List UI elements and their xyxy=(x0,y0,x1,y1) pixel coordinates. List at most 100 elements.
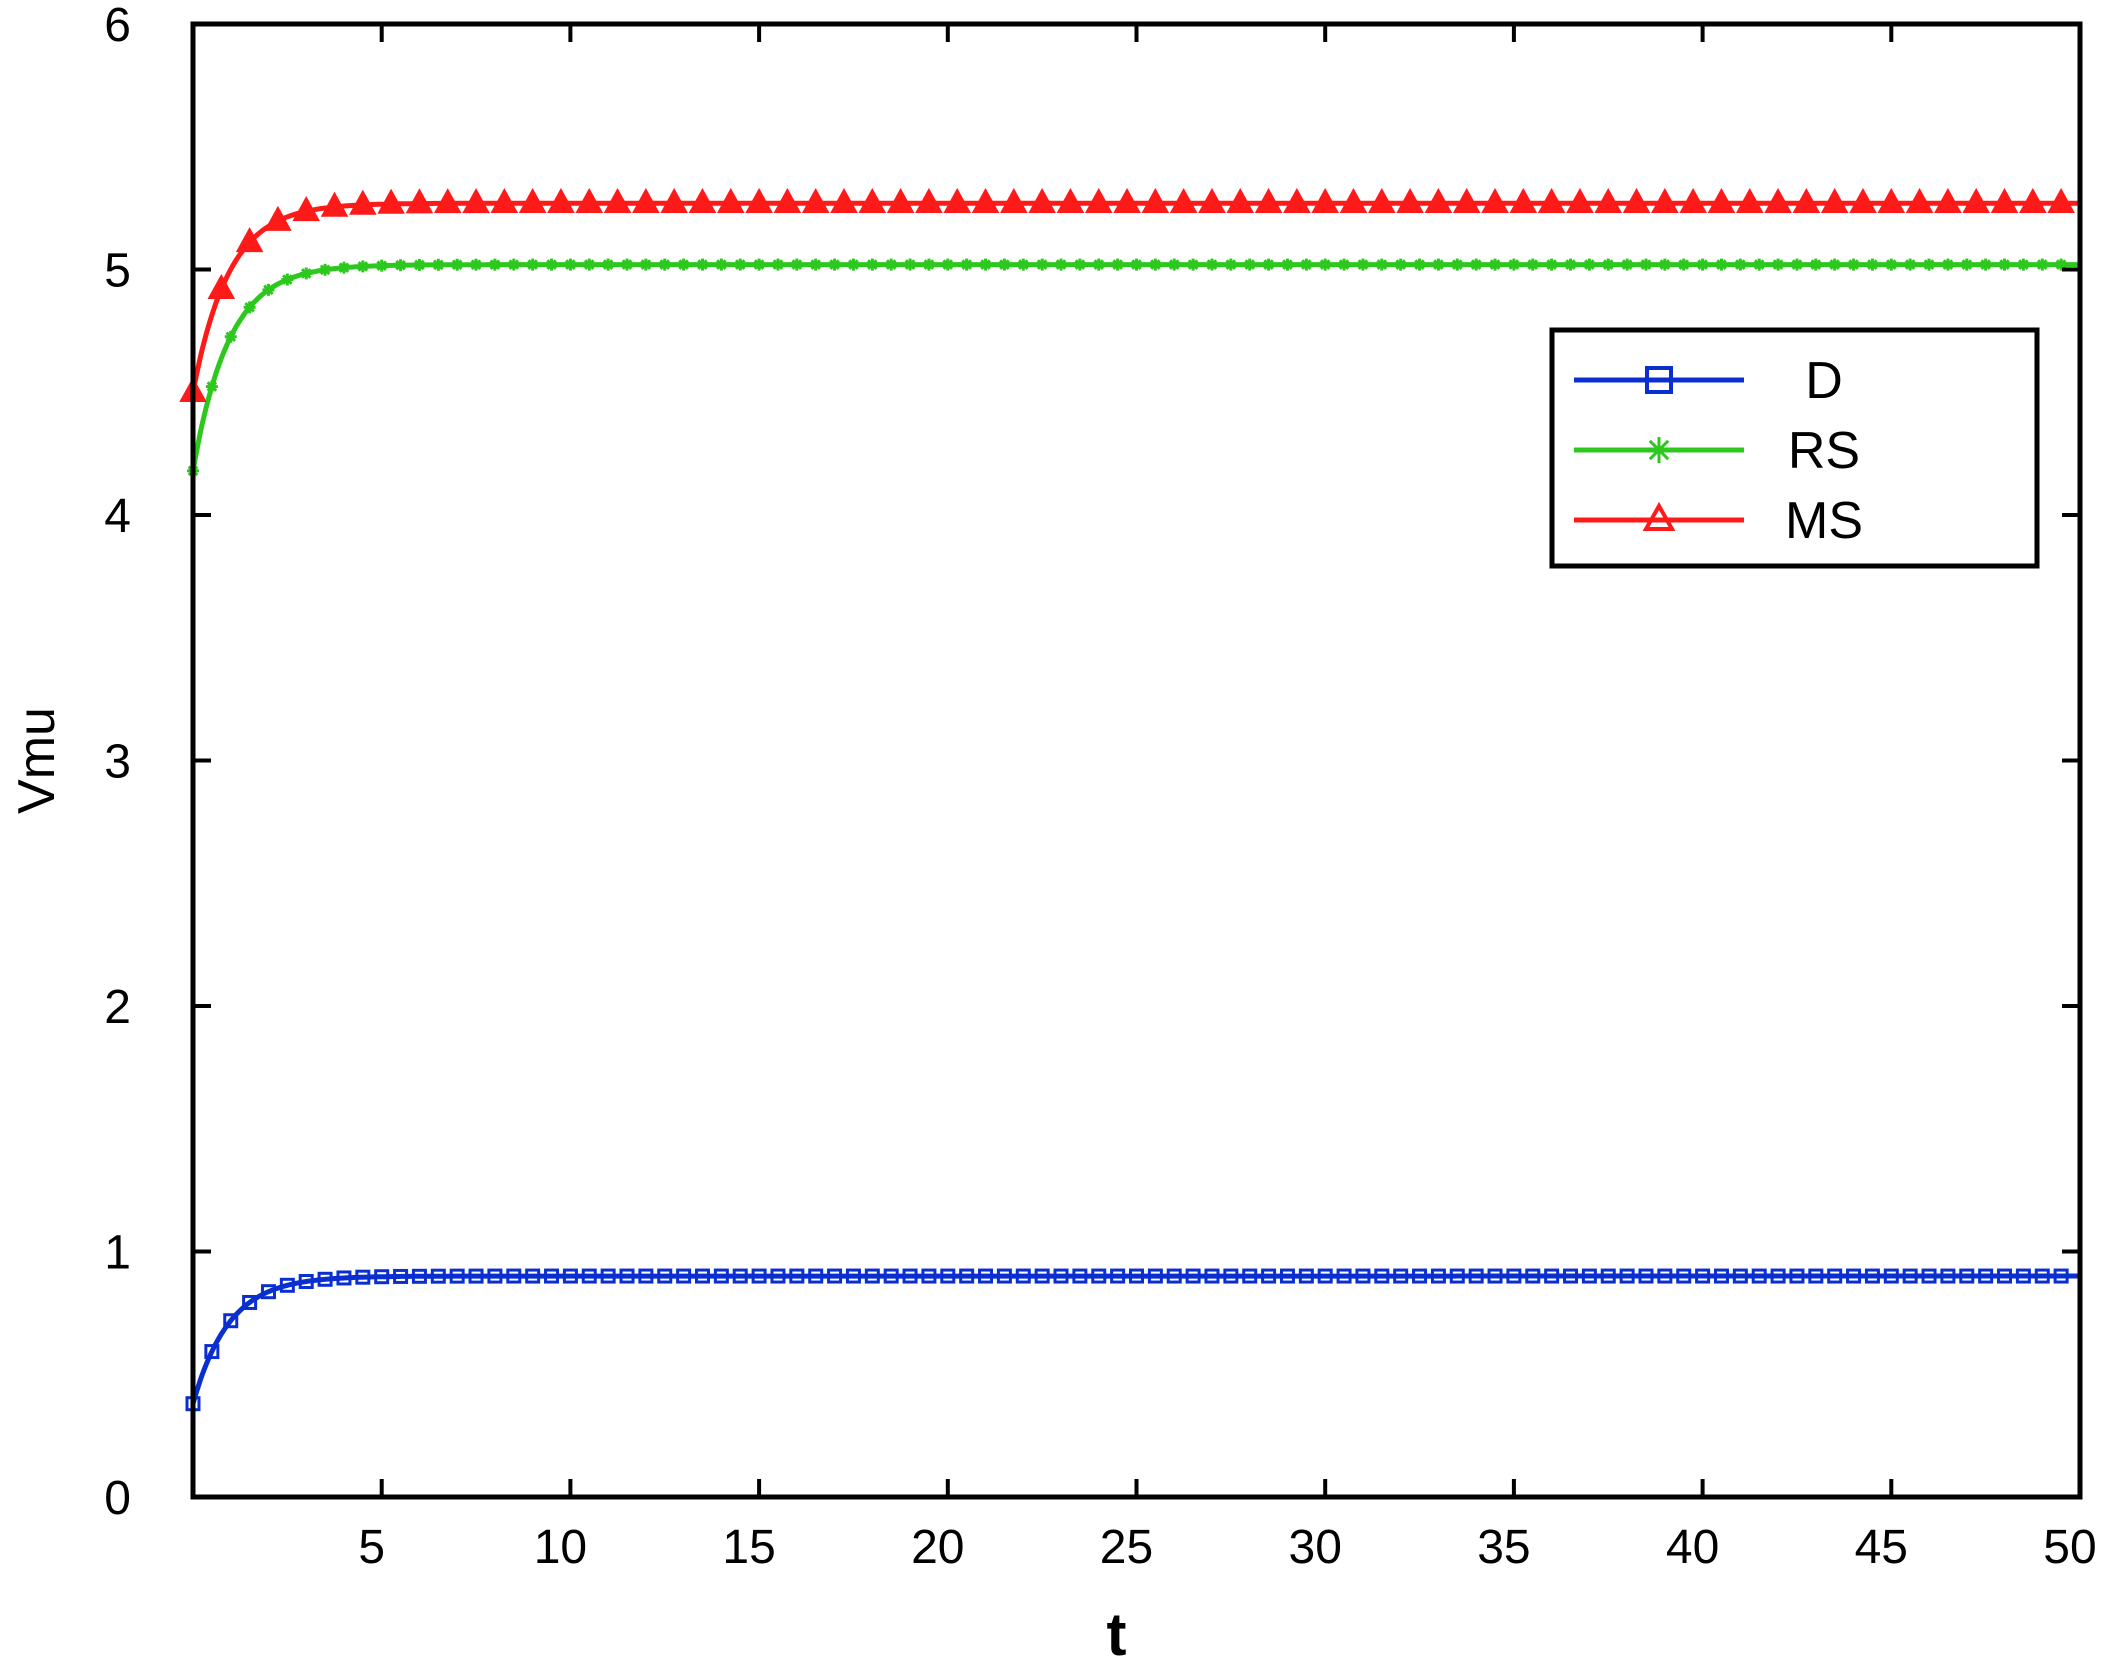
series-marker xyxy=(375,259,388,272)
series-marker xyxy=(581,1268,597,1284)
series-marker xyxy=(547,187,575,214)
marker-stroke xyxy=(1640,259,1652,270)
series-marker xyxy=(1622,187,1651,214)
series-marker xyxy=(1962,187,1991,214)
series-marker xyxy=(827,1268,843,1284)
marker-stroke xyxy=(678,259,689,270)
series-marker xyxy=(1319,258,1332,271)
series-marker xyxy=(1394,258,1407,271)
y-tick-label: 1 xyxy=(104,1227,131,1280)
series-marker xyxy=(677,258,690,271)
x-tick-label: 20 xyxy=(911,1521,964,1574)
series-marker xyxy=(713,1268,729,1284)
series-marker xyxy=(1368,187,1396,214)
marker-stroke xyxy=(602,259,614,270)
series-marker xyxy=(979,258,992,271)
series-marker xyxy=(1412,1268,1428,1284)
series-marker xyxy=(2017,258,2030,271)
series-marker xyxy=(715,258,728,271)
series-marker xyxy=(317,1271,333,1287)
series-marker xyxy=(1827,1268,1843,1284)
marker-stroke xyxy=(999,259,1010,270)
series-marker xyxy=(204,1344,220,1360)
marker-stroke xyxy=(206,381,218,392)
marker-stroke xyxy=(791,259,803,270)
y-tick-label: 5 xyxy=(104,245,131,298)
series-marker xyxy=(1904,258,1917,271)
series-marker xyxy=(235,227,264,253)
series-marker xyxy=(300,267,313,280)
series-marker xyxy=(921,1268,937,1284)
series-marker xyxy=(1772,258,1785,271)
y-tick-label: 4 xyxy=(104,490,131,543)
series-marker xyxy=(525,1268,541,1284)
series-marker xyxy=(1619,1268,1635,1284)
marker-stroke xyxy=(772,259,784,270)
marker-stroke xyxy=(565,259,576,270)
series-marker xyxy=(507,258,520,271)
marker-stroke xyxy=(1584,259,1595,270)
series-marker xyxy=(562,1268,578,1284)
series-ms xyxy=(179,187,2080,403)
marker-stroke xyxy=(2018,259,2029,270)
series-marker xyxy=(1339,187,1368,214)
series-marker xyxy=(1566,187,1594,214)
series-marker xyxy=(828,258,841,271)
series-marker xyxy=(518,187,547,214)
series-marker xyxy=(451,258,464,271)
series-marker xyxy=(845,1268,861,1284)
series-marker xyxy=(959,1268,975,1284)
series-marker xyxy=(1432,258,1445,271)
series-marker xyxy=(2015,1268,2031,1284)
series-marker xyxy=(638,1268,654,1284)
series-marker xyxy=(1185,1268,1201,1284)
marker-stroke xyxy=(583,259,595,270)
legend-label: RS xyxy=(1788,422,1860,480)
marker-stroke xyxy=(1508,259,1520,270)
x-tick-label: 15 xyxy=(722,1521,775,1574)
series-marker xyxy=(1990,187,2019,214)
series-marker xyxy=(1481,187,1509,214)
marker-stroke xyxy=(1168,259,1180,270)
marker-stroke xyxy=(980,259,991,270)
series-marker xyxy=(1141,187,1170,214)
series-marker xyxy=(1563,1268,1579,1284)
series-marker xyxy=(1885,258,1898,271)
series-marker xyxy=(224,330,237,343)
marker-stroke xyxy=(697,259,708,270)
legend-marker xyxy=(1645,366,1673,394)
series-marker xyxy=(2034,1268,2050,1284)
series-marker xyxy=(1734,258,1747,271)
series-marker xyxy=(1374,1268,1390,1284)
series-marker xyxy=(1130,258,1143,271)
marker-stroke xyxy=(1055,259,1067,270)
series-marker xyxy=(279,1277,295,1293)
series-marker xyxy=(1072,1268,1088,1284)
series-marker xyxy=(1355,1268,1371,1284)
series-marker xyxy=(1600,1268,1616,1284)
series-marker xyxy=(377,188,405,214)
x-tick-label: 40 xyxy=(1666,1521,1719,1574)
series-marker xyxy=(462,188,490,214)
marker-stroke xyxy=(508,259,520,270)
marker-stroke xyxy=(1848,259,1859,270)
marker-stroke xyxy=(1772,259,1784,270)
series-marker xyxy=(866,258,879,271)
marker-stroke xyxy=(1414,259,1425,270)
series-marker xyxy=(1205,258,1218,271)
series-marker xyxy=(858,187,887,214)
x-tick-label: 25 xyxy=(1100,1521,1153,1574)
marker-stroke xyxy=(1451,259,1463,270)
series-marker xyxy=(904,258,917,271)
marker-stroke xyxy=(1648,439,1670,461)
series-marker xyxy=(349,189,377,215)
marker-stroke xyxy=(489,259,501,270)
marker-stroke xyxy=(1602,259,1614,270)
series-marker xyxy=(394,259,407,272)
series-marker xyxy=(1789,1268,1805,1284)
series-marker xyxy=(657,1268,673,1284)
series-marker xyxy=(1998,258,2011,271)
marker-stroke xyxy=(470,259,482,270)
series-marker xyxy=(1015,1268,1031,1284)
series-marker xyxy=(243,301,256,314)
